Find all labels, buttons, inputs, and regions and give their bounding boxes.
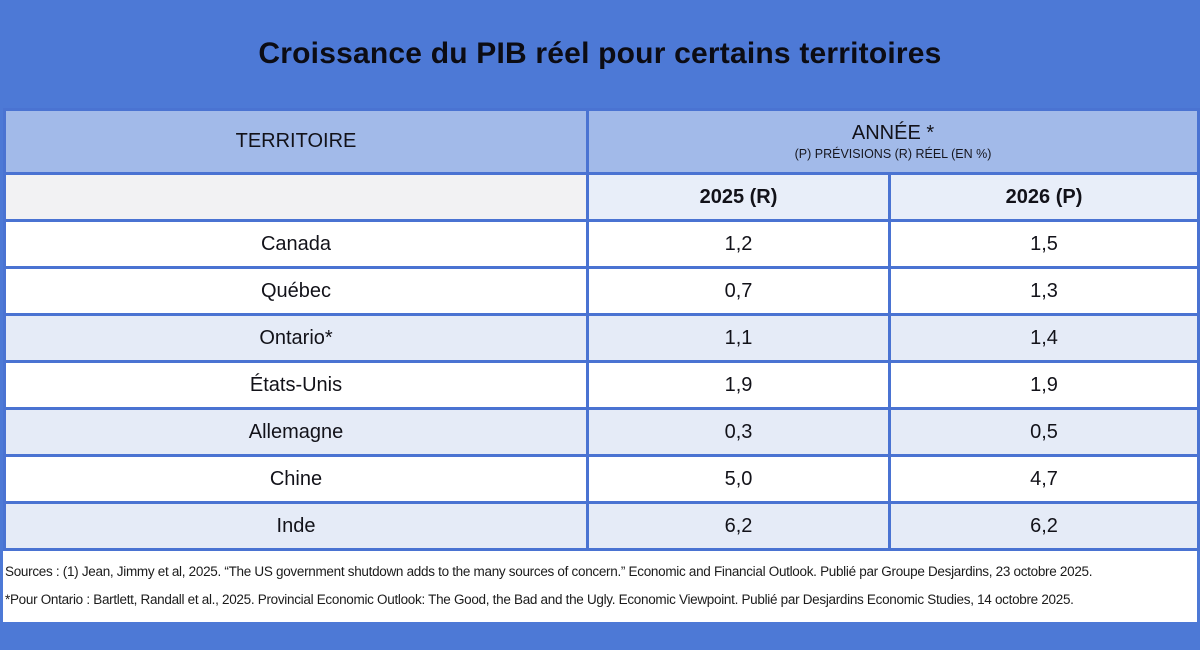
year-header-subnote: (P) PRÉVISIONS (R) RÉEL (EN %) xyxy=(794,147,992,161)
territory-cell: Québec xyxy=(3,266,589,316)
value-cell-2026: 4,7 xyxy=(887,454,1200,504)
table-row-canada: Canada 1,2 1,5 xyxy=(3,219,1200,269)
value-cell-2025: 1,2 xyxy=(586,219,891,269)
value-cell-2026: 0,5 xyxy=(887,407,1200,457)
table-header-row: TERRITOIRE ANNÉE * (P) PRÉVISIONS (R) RÉ… xyxy=(3,108,1200,175)
source-line-1: Sources : (1) Jean, Jimmy et al, 2025. “… xyxy=(5,564,1093,579)
territory-cell: Allemagne xyxy=(3,407,589,457)
value-cell-2026: 1,4 xyxy=(887,313,1200,363)
table-row-allemagne: Allemagne 0,3 0,5 xyxy=(3,407,1200,457)
gdp-table: TERRITOIRE ANNÉE * (P) PRÉVISIONS (R) RÉ… xyxy=(3,108,1200,551)
territory-cell: Inde xyxy=(3,501,589,551)
territory-header-cell: TERRITOIRE xyxy=(3,108,589,175)
year-header-cell: ANNÉE * (P) PRÉVISIONS (R) RÉEL (EN %) xyxy=(585,108,1200,175)
value-cell-2026: 6,2 xyxy=(887,501,1200,551)
table-wrapper: TERRITOIRE ANNÉE * (P) PRÉVISIONS (R) RÉ… xyxy=(3,108,1200,622)
table-row-quebec: Québec 0,7 1,3 xyxy=(3,266,1200,316)
empty-corner-cell xyxy=(3,172,589,222)
territory-cell: Chine xyxy=(3,454,589,504)
year-header-label: ANNÉE * xyxy=(851,122,935,144)
table-row-inde: Inde 6,2 6,2 xyxy=(3,501,1200,551)
value-cell-2025: 0,3 xyxy=(586,407,891,457)
value-cell-2026: 1,5 xyxy=(887,219,1200,269)
source-line-2: *Pour Ontario : Bartlett, Randall et al.… xyxy=(5,592,1074,607)
territory-cell: Canada xyxy=(3,219,589,269)
table-row-chine: Chine 5,0 4,7 xyxy=(3,454,1200,504)
page-title: Croissance du PIB réel pour certains ter… xyxy=(258,37,942,70)
value-cell-2025: 5,0 xyxy=(586,454,891,504)
value-cell-2025: 1,1 xyxy=(586,313,891,363)
value-cell-2025: 6,2 xyxy=(586,501,891,551)
territory-cell: États-Unis xyxy=(3,360,589,410)
value-cell-2026: 1,9 xyxy=(887,360,1200,410)
column-header-2026: 2026 (P) xyxy=(887,172,1200,222)
territory-cell: Ontario* xyxy=(3,313,589,363)
value-cell-2025: 1,9 xyxy=(586,360,891,410)
title-banner: Croissance du PIB réel pour certains ter… xyxy=(0,0,1200,108)
value-cell-2026: 1,3 xyxy=(887,266,1200,316)
column-header-row: 2025 (R) 2026 (P) xyxy=(3,172,1200,222)
value-cell-2025: 0,7 xyxy=(586,266,891,316)
column-header-2025: 2025 (R) xyxy=(586,172,891,222)
table-row-etats-unis: États-Unis 1,9 1,9 xyxy=(3,360,1200,410)
sources-footer: Sources : (1) Jean, Jimmy et al, 2025. “… xyxy=(3,551,1197,622)
table-row-ontario: Ontario* 1,1 1,4 xyxy=(3,313,1200,363)
